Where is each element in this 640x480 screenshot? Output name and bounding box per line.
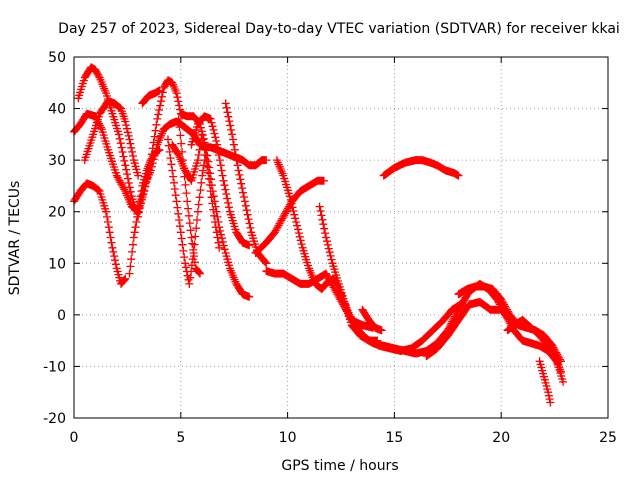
series-track-13 bbox=[262, 267, 377, 332]
plus-marker-trace bbox=[379, 156, 463, 180]
x-tick-label: 20 bbox=[492, 430, 510, 446]
plot-frame bbox=[73, 56, 609, 419]
y-tick-label: 40 bbox=[48, 102, 66, 118]
data-points bbox=[70, 63, 568, 407]
chart-title: Day 257 of 2023, Sidereal Day-to-day VTE… bbox=[58, 21, 620, 37]
series-track-19 bbox=[422, 298, 514, 361]
plus-marker-trace bbox=[251, 176, 328, 257]
plus-marker-trace bbox=[70, 179, 130, 288]
x-tick-label: 15 bbox=[385, 430, 403, 446]
plus-marker-trace bbox=[138, 86, 164, 108]
series-track-17 bbox=[358, 305, 386, 335]
x-tick-label: 25 bbox=[599, 430, 617, 446]
x-axis-label: GPS time / hours bbox=[281, 458, 398, 474]
series-track-10 bbox=[187, 112, 254, 250]
y-tick-label: 50 bbox=[48, 50, 66, 66]
plus-marker-trace bbox=[422, 298, 514, 361]
y-tick-label: 10 bbox=[48, 256, 66, 272]
y-axis-label: SDTVAR / TECUs bbox=[7, 181, 23, 296]
series-track-18 bbox=[379, 156, 463, 180]
plus-marker-trace bbox=[503, 316, 565, 376]
plus-marker-trace bbox=[174, 114, 204, 278]
series-track-22 bbox=[535, 357, 555, 407]
grid bbox=[74, 57, 608, 418]
plus-marker-trace bbox=[262, 267, 377, 332]
x-tick-label: 10 bbox=[279, 430, 297, 446]
y-tick-labels: -20 -10 0 10 20 30 40 50 bbox=[43, 50, 66, 427]
plus-marker-trace bbox=[358, 305, 386, 335]
plus-marker-trace bbox=[125, 145, 164, 278]
x-tick-labels: 0 5 10 15 20 25 bbox=[70, 430, 617, 446]
series-track-21 bbox=[503, 316, 565, 376]
y-tick-label: 0 bbox=[57, 308, 66, 324]
plus-marker-trace bbox=[187, 112, 254, 250]
x-tick-label: 5 bbox=[176, 430, 185, 446]
series-track-12 bbox=[251, 176, 328, 257]
plus-marker-trace bbox=[535, 357, 555, 407]
series-track-9 bbox=[174, 114, 204, 278]
y-tick-label: 30 bbox=[48, 153, 66, 169]
y-tick-label: -20 bbox=[43, 411, 66, 427]
series-track-5 bbox=[125, 145, 164, 278]
y-tick-label: -10 bbox=[43, 359, 66, 375]
series-track-2 bbox=[70, 179, 130, 288]
series-track-4 bbox=[80, 96, 143, 180]
x-tick-label: 0 bbox=[70, 430, 79, 446]
axis-ticks bbox=[73, 56, 609, 419]
y-tick-label: 20 bbox=[48, 205, 66, 221]
series-track-6 bbox=[138, 86, 164, 108]
plus-marker-trace bbox=[80, 96, 143, 180]
